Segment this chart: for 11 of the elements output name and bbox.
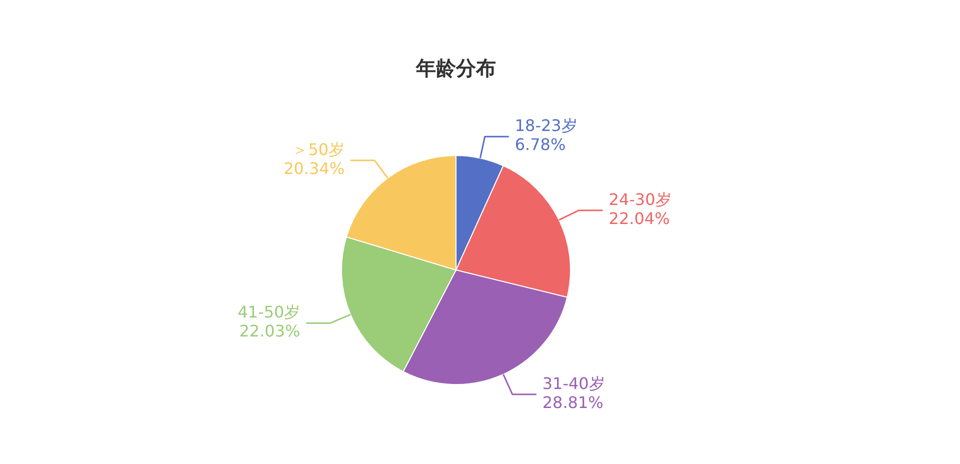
- slice-label: 24-30岁: [608, 190, 672, 209]
- slice-label: ＞50岁: [292, 140, 345, 160]
- data-label: 28.81%: [542, 392, 604, 412]
- chart-title: 年龄分布: [415, 56, 496, 80]
- data-label: 22.03%: [239, 322, 300, 341]
- data-label: 22.04%: [608, 208, 670, 228]
- data-label: 20.34%: [284, 159, 345, 178]
- slice-label: 41-50岁: [238, 302, 300, 322]
- slice-label: 31-40岁: [542, 374, 605, 393]
- data-label: 6.78%: [514, 135, 566, 154]
- slice-label: 18-23岁: [514, 116, 578, 136]
